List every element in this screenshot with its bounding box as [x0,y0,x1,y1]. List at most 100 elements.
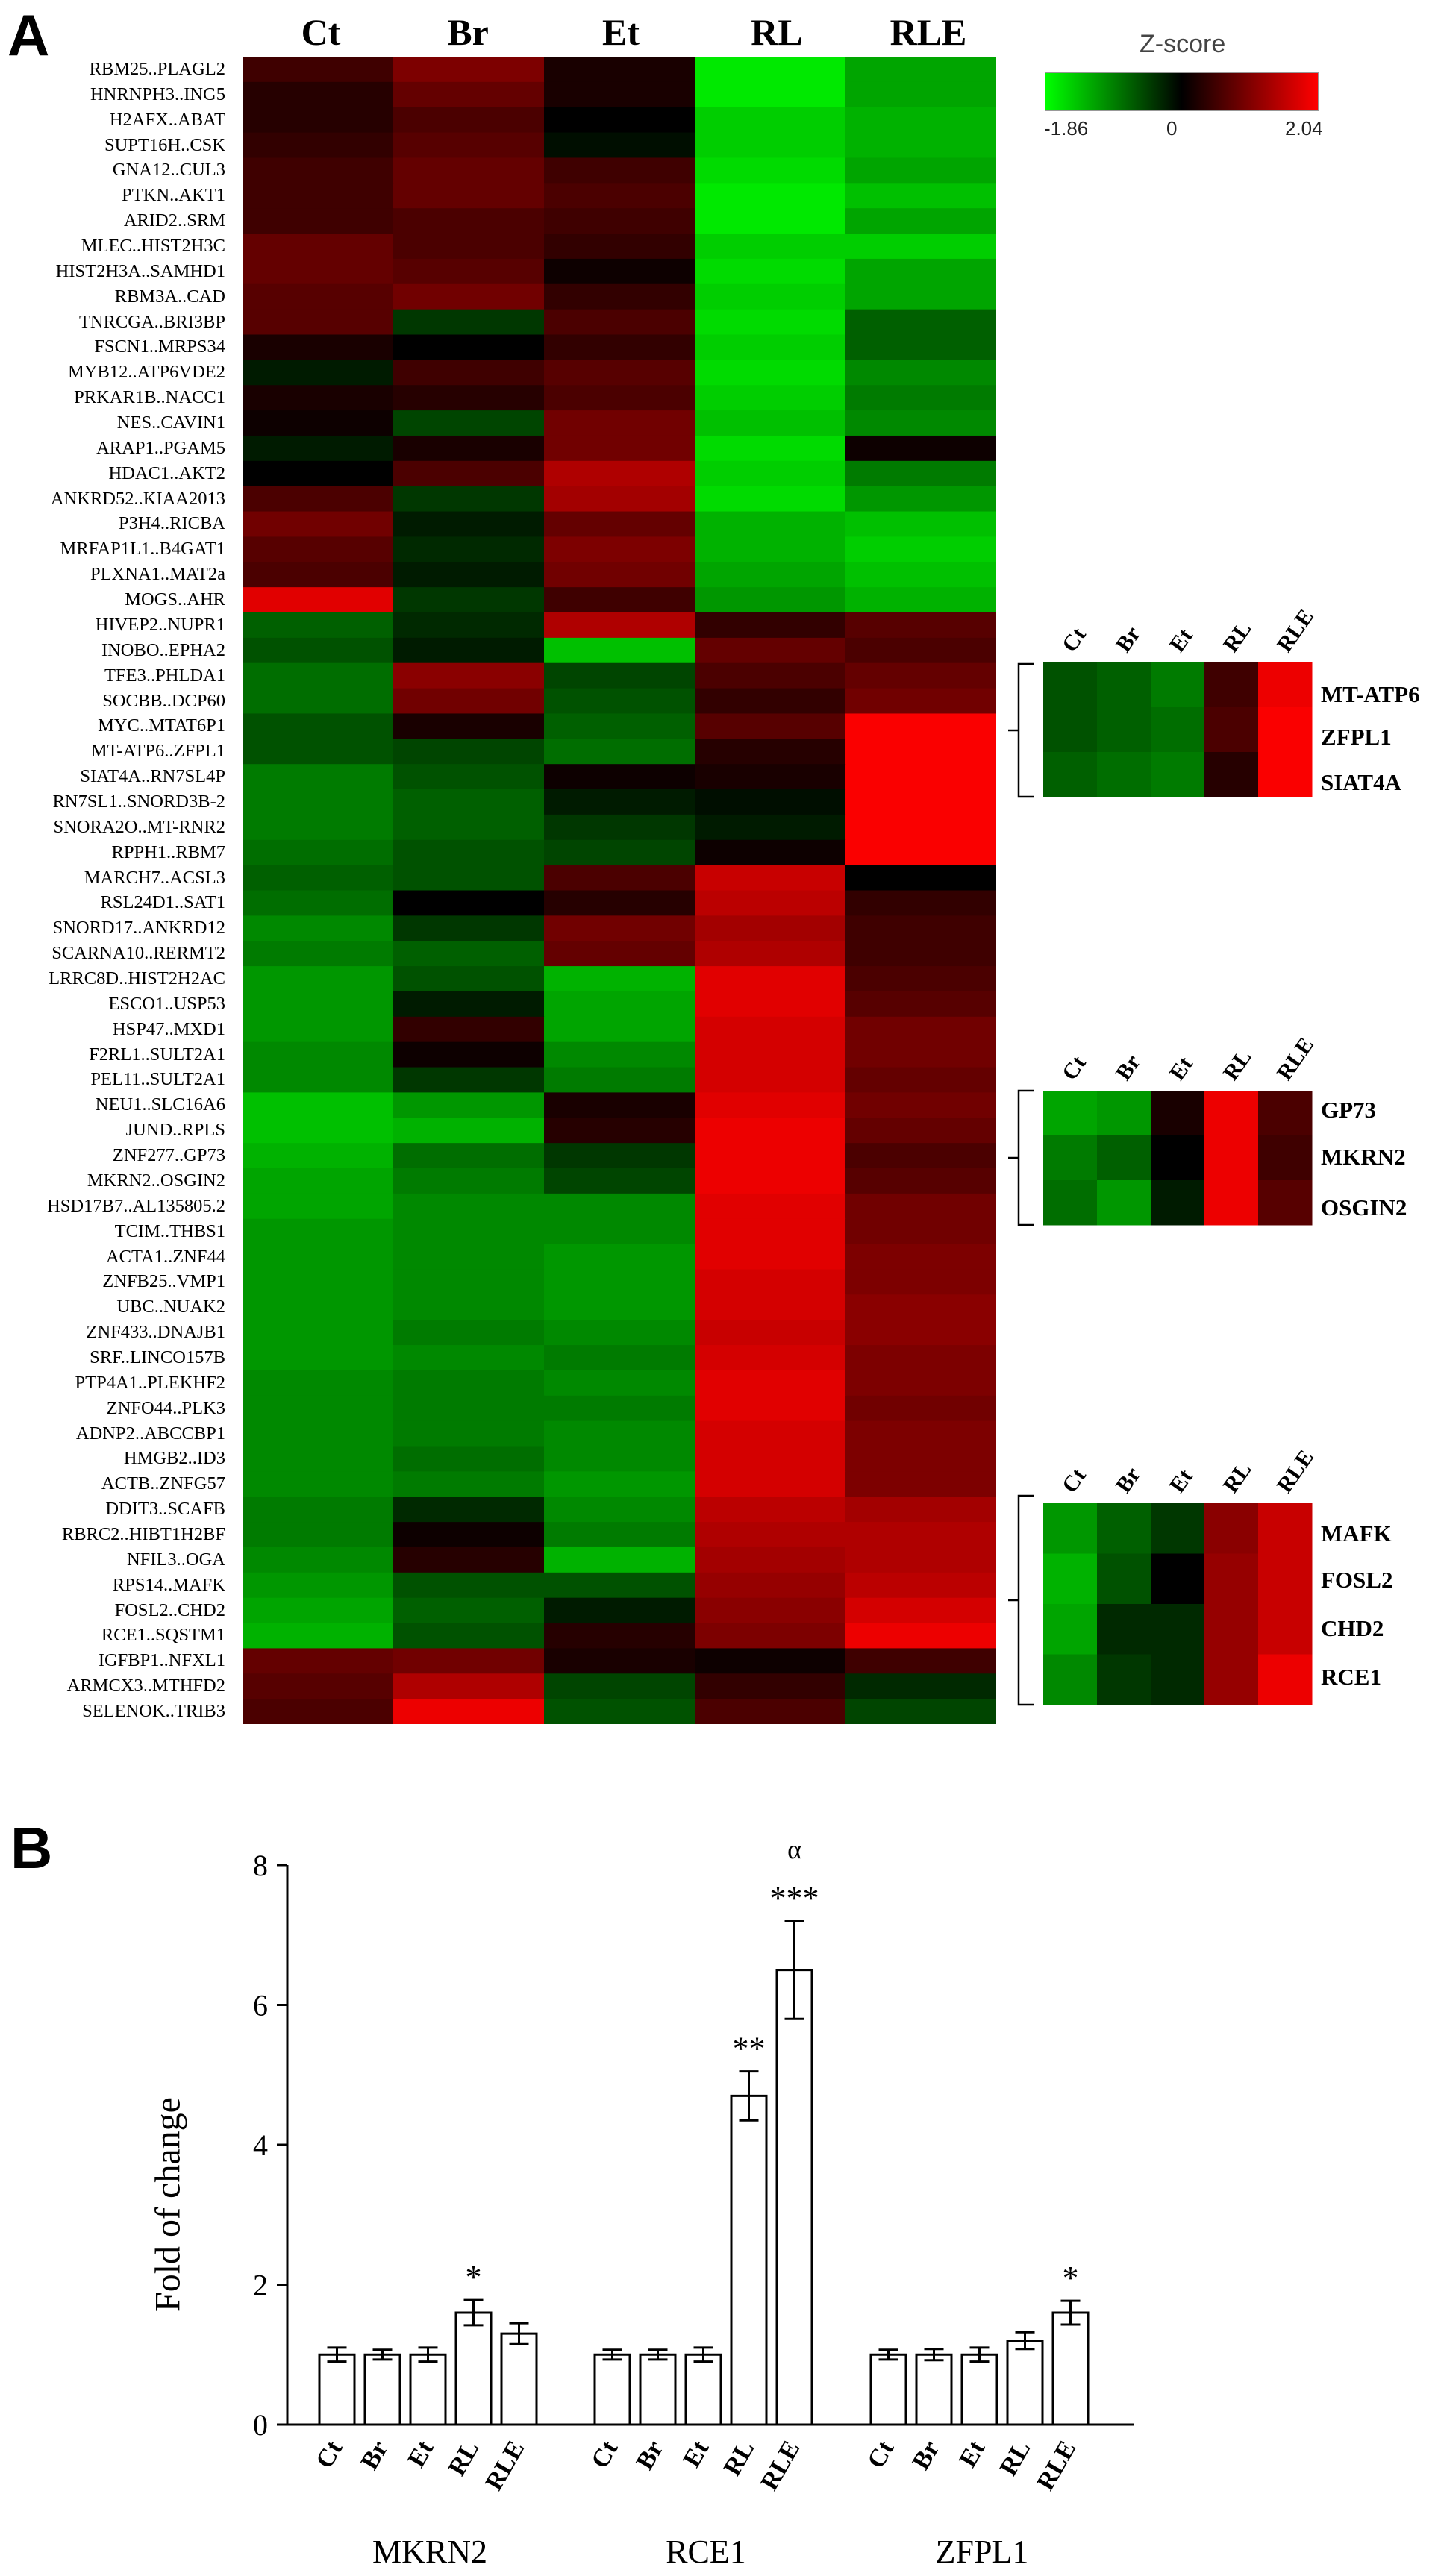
heatmap-cell [243,1497,394,1523]
heatmap-cell [544,688,695,715]
inset-column-label: Ct [1057,623,1091,656]
heatmap-cell [695,334,846,360]
heatmap-cell [695,1016,846,1043]
gene-label: FOSL2..CHD2 [114,1599,225,1620]
heatmap-cell [243,1016,394,1043]
inset-gene-label: OSGIN2 [1321,1194,1407,1220]
heatmap-cell [393,360,545,386]
heatmap-cell [695,941,846,967]
heatmap-cell [544,234,695,260]
heatmap-cell [393,1294,545,1320]
inset-cell [1043,1091,1098,1136]
heatmap-cell [393,1193,545,1220]
inset-cell [1097,752,1151,797]
significance-marker: *** [770,1880,819,1917]
bar [318,2353,356,2426]
column-header-rle: RLE [890,11,967,53]
gene-label: TCIM..THBS1 [114,1220,225,1241]
heatmap-cell [695,1118,846,1144]
heatmap-cell [243,1370,394,1397]
heatmap-cell [695,107,846,134]
gene-label: RSL24D1..SAT1 [100,892,225,913]
heatmap-cell [845,1143,996,1169]
heatmap-cell [695,208,846,234]
heatmap-cell [845,991,996,1018]
heatmap-cell [243,511,394,538]
gene-label: HSP47..MXD1 [112,1018,225,1039]
heatmap-cell [695,1597,846,1624]
heatmap-cell [695,536,846,562]
gene-label: LRRC8D..HIST2H2AC [49,968,225,989]
heatmap-cell [695,486,846,513]
heatmap-cell [544,1420,695,1447]
heatmap-cell [243,81,394,108]
heatmap-cell [845,1294,996,1320]
heatmap-cell [393,309,545,336]
inset-cell [1151,1503,1205,1554]
heatmap-cell [845,1673,996,1699]
gene-label: RPS14..MAFK [112,1574,225,1595]
gene-label: MLEC..HIST2H3C [81,235,225,256]
heatmap-cell [845,587,996,613]
heatmap-cell [845,1269,996,1295]
heatmap-cell [845,1597,996,1624]
inset-cell [1097,1654,1151,1705]
heatmap-cell [393,1395,545,1422]
inset-heatmap-3: Ct Br Et RL RLE [1008,1446,1319,1706]
gene-label: RN7SL1..SNORD3B-2 [52,791,225,812]
heatmap-cell [243,183,394,209]
heatmap-cell [695,1294,846,1320]
heatmap-cell [243,1699,394,1724]
y-axis-title: Fold of change [148,2097,188,2312]
heatmap-cell [845,334,996,360]
gene-label: SNORD17..ANKRD12 [52,918,225,938]
inset-cell [1204,1135,1259,1181]
bar [593,2353,631,2426]
heatmap-cell [393,1218,545,1245]
inset-column-label: RLE [1272,605,1319,656]
inset-column-label: RL [1219,617,1257,656]
heatmap-cell [695,1522,846,1548]
heatmap-cell [243,157,394,184]
heatmap-cell [695,637,846,664]
heatmap-cell [695,1218,846,1245]
gene-label: ARAP1..PGAM5 [96,437,225,458]
heatmap-cell [393,662,545,689]
bar [1051,2311,1090,2426]
gene-label: MT-ATP6..ZFPL1 [90,741,225,762]
heatmap-cell [695,1244,846,1270]
inset-cell [1258,1503,1313,1554]
heatmap-cell [393,739,545,765]
heatmap-cell [695,258,846,285]
heatmap-cell [695,662,846,689]
inset-column-label: RLE [1272,1033,1319,1085]
heatmap-cell [695,309,846,336]
heatmap-cell [243,1041,394,1068]
heatmap-cell [845,1395,996,1422]
inset-heatmap-1: Ct Br Et RL RLE [1008,605,1319,798]
gene-label: PRKAR1B..NACC1 [74,387,225,408]
heatmap-cell [845,81,996,108]
bar [454,2311,493,2426]
heatmap-cell [393,637,545,664]
heatmap-cell [393,334,545,360]
heatmap-cell [544,1673,695,1699]
heatmap-cell [393,1522,545,1548]
inset-gene-label: CHD2 [1321,1615,1384,1641]
inset-column-label: RL [1219,1045,1257,1085]
heatmap-cell [393,688,545,715]
inset-cell [1043,662,1098,708]
heatmap-cell [845,360,996,386]
heatmap-cell [695,234,846,260]
heatmap-cell [243,1294,394,1320]
inset-cell [1204,752,1259,797]
heatmap-cell [845,132,996,159]
heatmap-cell [845,1244,996,1270]
heatmap-cell [243,1572,394,1599]
heatmap-cell [544,208,695,234]
heatmap-cell [845,1067,996,1094]
inset-column-label: Br [1111,622,1145,656]
heatmap-cell [393,1345,545,1371]
gene-label: DDIT3..SCAFB [105,1499,225,1520]
gene-label: RPPH1..RBM7 [111,842,225,862]
